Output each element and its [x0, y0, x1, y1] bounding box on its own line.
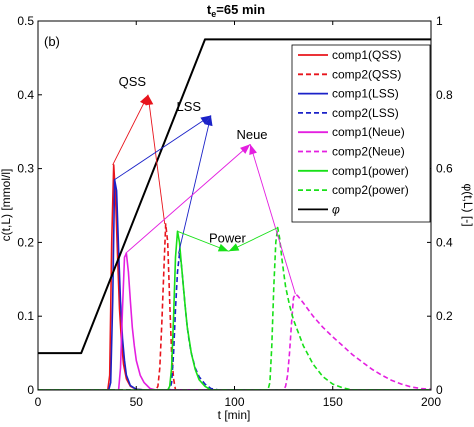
annotation-arrowhead-1-1 [204, 115, 213, 127]
annotation-label-3: Power [209, 230, 247, 245]
annotation-line-2-1 [249, 144, 296, 295]
x-tick-label-4: 200 [421, 395, 441, 409]
y-tick-label-left-5: 0.5 [17, 14, 34, 28]
series-line-8 [38, 38, 431, 355]
series-line-5 [38, 293, 431, 390]
legend-label-8: φ [332, 202, 340, 216]
x-axis-label: t [min] [218, 408, 251, 422]
y-tick-label-right-2: 0.4 [436, 235, 453, 249]
legend-label-5: comp2(Neue) [332, 145, 405, 159]
legend: comp1(QSS) comp2(QSS) comp1(LSS) comp2(LSS)… [291, 44, 431, 223]
y-tick-label-left-2: 0.2 [17, 235, 34, 249]
annotation-layer: QSS LSS Neue Power [112, 74, 296, 295]
y-tick-label-left-3: 0.3 [17, 162, 34, 176]
y-tick-label-right-4: 0.8 [436, 88, 453, 102]
annotation-arrowhead-2-0 [240, 144, 251, 154]
legend-label-6: comp1(power) [332, 164, 409, 178]
legend-label-1: comp2(QSS) [332, 67, 401, 81]
y-tick-label-left-0: 0 [27, 383, 34, 397]
x-tick-label-3: 150 [323, 395, 343, 409]
annotation-arrowhead-3-0 [217, 243, 229, 252]
annotation-arrowhead-1-0 [200, 115, 211, 125]
y-tick-label-right-1: 0.2 [436, 309, 453, 323]
annotation-arrowhead-2-1 [249, 144, 257, 155]
x-tick-label-1: 50 [130, 395, 144, 409]
annotation-label-0: QSS [119, 74, 147, 89]
chart-title: te=65 min [207, 2, 265, 19]
legend-label-3: comp2(LSS) [332, 106, 399, 120]
series-line-6 [38, 230, 431, 390]
panel-label: (b) [44, 34, 60, 49]
legend-label-2: comp1(LSS) [332, 87, 399, 101]
x-tick-label-2: 100 [224, 395, 244, 409]
y-tick-label-left-1: 0.1 [17, 309, 34, 323]
legend-label-4: comp1(Neue) [332, 125, 405, 139]
annotation-line-2-0 [125, 143, 251, 254]
annotation-arrowhead-3-1 [228, 243, 240, 252]
annotation-line-1-1 [178, 115, 212, 254]
y-axis-label-left: c(t,L) [mmol/l] [0, 169, 13, 242]
y-tick-label-right-0: 0 [436, 383, 443, 397]
annotation-arrowhead-0-1 [145, 94, 154, 106]
legend-label-7: comp2(power) [332, 183, 409, 197]
axis-layer: 0 50 100 150 20000.10.20.30.40.500.20.40.60.… [17, 14, 453, 409]
annotation-line-1-0 [114, 115, 212, 181]
series-line-7 [38, 226, 431, 390]
y-tick-label-right-3: 0.6 [436, 162, 453, 176]
annotation-label-1: LSS [177, 99, 202, 114]
x-tick-label-0: 0 [35, 395, 42, 409]
y-tick-label-left-4: 0.4 [17, 88, 34, 102]
series-line-1 [38, 223, 431, 390]
legend-label-0: comp1(QSS) [332, 48, 401, 62]
annotation-line-0-1 [147, 94, 166, 225]
annotation-line-0-0 [112, 94, 149, 166]
y-axis-label-right: φ(t,L) [-] [461, 183, 474, 226]
annotation-label-2: Neue [236, 127, 267, 142]
series-line-4 [38, 252, 431, 390]
y-tick-label-right-5: 1 [436, 14, 443, 28]
